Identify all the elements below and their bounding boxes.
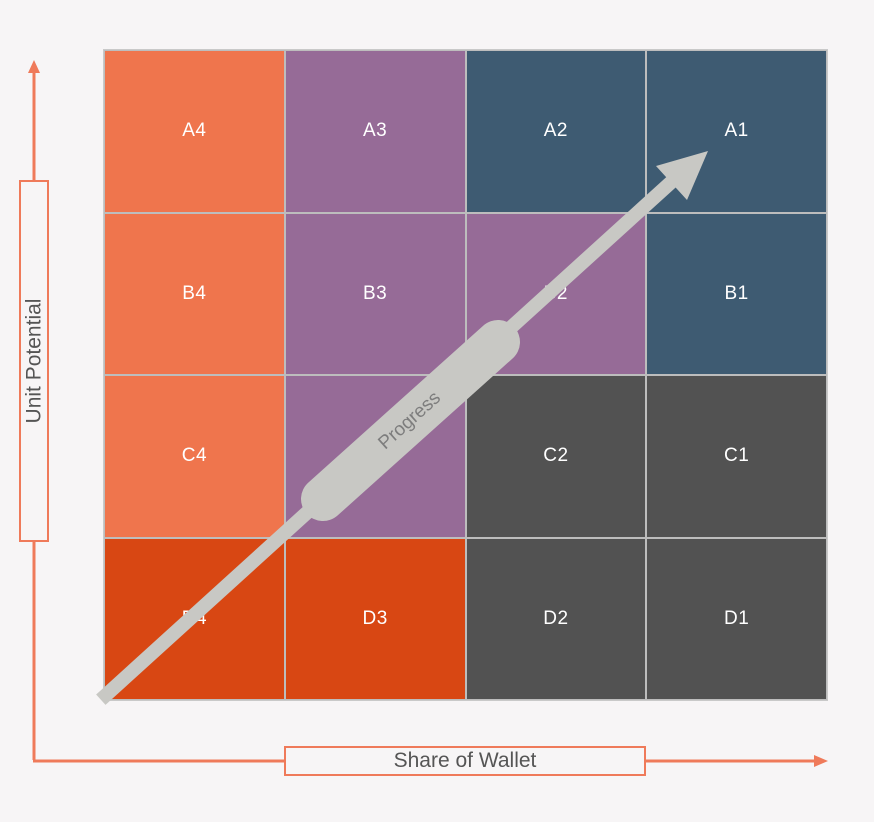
- progress-arrow-band: [301, 320, 520, 521]
- matrix-cell-a3: A3: [284, 50, 466, 213]
- progress-arrow-head: [656, 151, 708, 200]
- matrix-cell-a2: A2: [465, 50, 647, 213]
- matrix-cell-d2: D2: [465, 537, 647, 700]
- y-axis-label: Unit Potential: [22, 298, 45, 424]
- x-axis-label-box: Share of Wallet: [284, 746, 646, 776]
- progress-arrow: Progress: [96, 151, 708, 705]
- y-axis-arrowhead: [28, 60, 40, 73]
- x-axis-arrowhead: [814, 755, 828, 767]
- matrix-cell-c4: C4: [104, 375, 285, 538]
- matrix-cell-b4: B4: [104, 212, 285, 375]
- x-axis-label: Share of Wallet: [393, 749, 537, 772]
- matrix-cell-b3: B3: [284, 212, 466, 375]
- matrix-cell-c1: C1: [646, 375, 827, 538]
- matrix-cell-d3: D3: [284, 537, 466, 700]
- matrix-cell-c2: C2: [465, 375, 647, 538]
- y-axis-label-box: Unit Potential: [19, 180, 49, 542]
- matrix-cell-d1: D1: [646, 537, 827, 700]
- matrix-cell-b1: B1: [646, 212, 827, 375]
- matrix-cell-a4: A4: [104, 50, 285, 213]
